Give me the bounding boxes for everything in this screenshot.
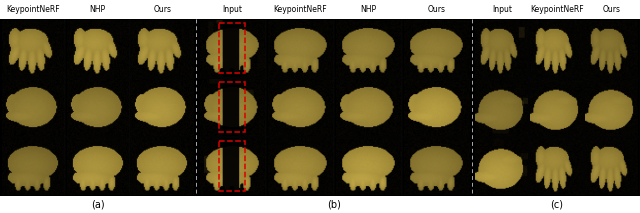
- Bar: [219, 141, 244, 191]
- Text: Ours: Ours: [603, 5, 621, 14]
- Text: KeypointNeRF: KeypointNeRF: [530, 5, 584, 14]
- Bar: [219, 82, 244, 132]
- Text: Input: Input: [492, 5, 512, 14]
- Text: (b): (b): [328, 200, 341, 209]
- Text: NHP: NHP: [90, 5, 106, 14]
- Bar: [0, 196, 640, 213]
- Text: (c): (c): [550, 200, 563, 209]
- Text: Input: Input: [223, 5, 243, 14]
- Text: NHP: NHP: [360, 5, 376, 14]
- Text: KeypointNeRF: KeypointNeRF: [6, 5, 60, 14]
- Text: Ours: Ours: [428, 5, 445, 14]
- Bar: [219, 23, 244, 73]
- Text: KeypointNeRF: KeypointNeRF: [273, 5, 327, 14]
- Text: (a): (a): [91, 200, 104, 209]
- Bar: [0, 0, 640, 19]
- Text: Ours: Ours: [153, 5, 172, 14]
